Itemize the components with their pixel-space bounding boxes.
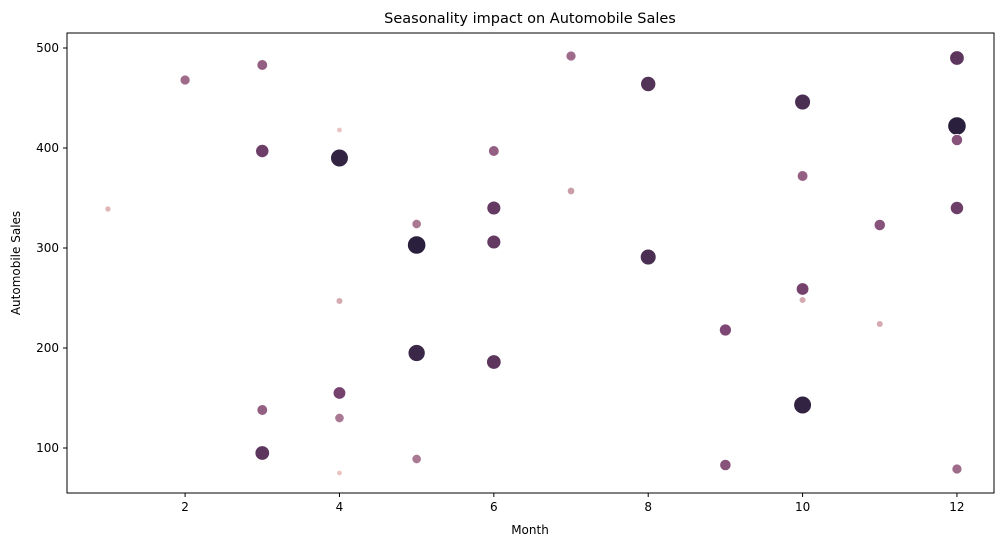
data-point: [875, 320, 884, 328]
data-point: [793, 395, 812, 415]
data-point: [640, 76, 657, 93]
points-layer: [104, 50, 967, 477]
data-point: [336, 469, 343, 477]
data-point: [798, 296, 807, 304]
data-point: [565, 50, 577, 62]
data-point: [718, 323, 732, 337]
x-axis-label: Month: [511, 523, 549, 537]
y-tick-label: 400: [36, 141, 59, 155]
data-point: [951, 463, 963, 475]
y-tick-label: 500: [36, 41, 59, 55]
data-point: [795, 282, 810, 296]
data-point: [950, 133, 964, 147]
data-point: [486, 200, 502, 216]
data-point: [947, 116, 967, 136]
data-point: [104, 205, 112, 213]
data-point: [719, 458, 732, 472]
data-point: [486, 234, 502, 250]
y-tick-label: 300: [36, 241, 59, 255]
chart-title: Seasonality impact on Automobile Sales: [384, 11, 676, 27]
data-point: [407, 344, 426, 362]
data-point: [330, 148, 349, 168]
data-point: [796, 170, 809, 182]
plot-frame: [66, 32, 995, 494]
data-point: [332, 386, 347, 400]
data-point: [335, 297, 344, 305]
data-point: [256, 404, 269, 416]
x-tick-label: 12: [949, 500, 964, 514]
x-axis: 2 4 6 8 10 12: [181, 493, 965, 514]
data-point: [254, 445, 270, 461]
data-point: [639, 248, 657, 266]
data-point: [336, 126, 343, 134]
data-point: [256, 59, 269, 71]
data-point: [179, 74, 191, 86]
data-point: [334, 412, 345, 424]
data-point: [949, 50, 965, 66]
data-point: [949, 200, 964, 216]
x-tick-label: 6: [490, 500, 498, 514]
x-tick-label: 2: [181, 500, 189, 514]
y-tick-label: 200: [36, 341, 59, 355]
x-tick-label: 10: [795, 500, 810, 514]
x-tick-label: 8: [644, 500, 652, 514]
data-point: [411, 218, 422, 230]
data-point: [411, 453, 422, 465]
data-point: [488, 145, 500, 157]
x-tick-label: 4: [336, 500, 344, 514]
data-point: [407, 235, 427, 255]
data-point: [794, 93, 811, 111]
data-point: [873, 218, 886, 232]
y-tick-label: 100: [36, 441, 59, 455]
y-axis: 100 200 300 400 500: [36, 41, 67, 455]
y-axis-label: Automobile Sales: [9, 211, 23, 315]
data-point: [486, 354, 502, 370]
data-point: [566, 186, 576, 196]
data-point: [255, 143, 270, 159]
